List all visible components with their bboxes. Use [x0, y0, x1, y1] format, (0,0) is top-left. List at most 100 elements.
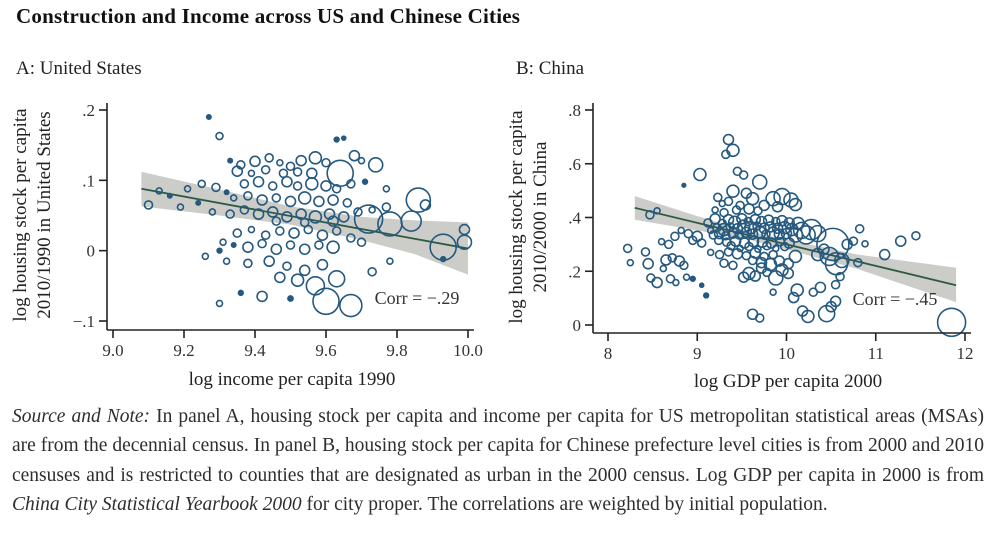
data-point: [769, 288, 777, 297]
data-point: [728, 260, 738, 271]
data-point: [936, 307, 967, 338]
data-point: [316, 229, 329, 241]
x-tick-label: 9.4: [244, 341, 266, 360]
data-point: [295, 154, 307, 167]
data-point: [276, 158, 284, 167]
data-point: [640, 247, 651, 257]
y-tick-label: 0: [87, 242, 96, 261]
data-point: [783, 217, 795, 229]
data-point: [458, 223, 471, 236]
data-point: [712, 192, 723, 203]
data-point: [708, 230, 719, 240]
data-point: [706, 248, 715, 257]
data-point: [651, 276, 663, 289]
data-point: [326, 159, 355, 188]
source-note: Source and Note: In panel A, housing sto…: [12, 402, 984, 519]
data-point: [788, 197, 803, 212]
data-point: [744, 241, 754, 252]
data-point: [308, 151, 323, 165]
data-point: [225, 209, 235, 219]
data-point: [197, 179, 207, 189]
data-point: [719, 207, 729, 218]
data-point: [295, 208, 307, 220]
data-point: [216, 247, 223, 254]
data-point: [762, 214, 775, 226]
data-point: [260, 230, 271, 240]
x-tick-label: 9: [693, 344, 702, 363]
x-tick-label: 8: [604, 344, 613, 363]
data-point: [284, 195, 297, 208]
data-point: [679, 260, 689, 271]
data-point: [727, 215, 742, 230]
data-point: [782, 267, 795, 280]
x-axis-label: log income per capita 1990: [189, 369, 396, 390]
data-point: [642, 257, 654, 270]
data-point: [830, 279, 841, 290]
data-point: [367, 157, 384, 173]
data-point: [321, 157, 331, 168]
data-point: [327, 215, 339, 227]
data-point: [758, 199, 770, 212]
data-point: [665, 273, 676, 284]
data-point: [201, 252, 210, 261]
data-point: [660, 254, 672, 266]
data-point: [333, 136, 340, 143]
y-tick-label: .4: [568, 209, 581, 228]
data-point: [215, 299, 224, 308]
data-point: [776, 214, 788, 227]
data-point: [714, 249, 725, 260]
data-point: [266, 206, 279, 218]
data-point: [368, 206, 376, 214]
data-point: [725, 222, 736, 232]
y-axis-label: 2010/2000 in China: [530, 141, 551, 293]
data-point: [400, 210, 423, 232]
data-point: [227, 157, 234, 164]
data-point: [243, 258, 253, 269]
data-point: [237, 289, 245, 297]
data-point: [340, 135, 347, 141]
data-point: [229, 194, 238, 202]
x-tick-label: 12: [957, 344, 974, 363]
data-point: [247, 225, 256, 234]
panel-b-plot: .8 .6 .4 .2 0 8 9 10 11 12 log GDP per capita 2000…: [506, 101, 974, 392]
data-point: [342, 198, 353, 208]
x-tick-label: 9.8: [386, 341, 407, 360]
data-point: [841, 238, 853, 251]
data-point: [713, 227, 726, 240]
data-point: [271, 193, 282, 203]
data-point: [215, 131, 224, 141]
data-point: [854, 223, 865, 234]
data-point: [353, 204, 384, 234]
data-point: [816, 227, 850, 262]
y-axis-label: 2010/1990 in United States: [34, 111, 55, 318]
data-point: [696, 238, 707, 248]
data-point: [223, 189, 230, 196]
data-point: [835, 271, 845, 282]
data-point: [386, 257, 394, 266]
corr-annotation: Corr = −.29: [375, 288, 460, 308]
data-point: [753, 205, 763, 216]
panel-a-label: A: United States: [16, 58, 142, 79]
data-point: [746, 228, 759, 240]
data-point: [861, 240, 869, 248]
data-point: [339, 293, 363, 318]
data-point: [357, 156, 366, 165]
data-point: [304, 177, 319, 191]
data-point: [767, 270, 784, 286]
data-point: [346, 233, 356, 243]
data-point: [260, 164, 271, 175]
data-point: [166, 192, 173, 199]
data-point: [275, 226, 285, 236]
data-point: [281, 175, 293, 188]
x-axis-label: log GDP per capita 2000: [694, 371, 882, 392]
data-point: [721, 149, 731, 160]
data-point: [282, 261, 292, 271]
data-point: [762, 240, 772, 251]
data-point: [305, 167, 318, 180]
x-tick-label: 10: [778, 344, 795, 363]
data-point: [770, 216, 781, 227]
data-point: [337, 211, 350, 223]
data-point: [657, 237, 666, 246]
data-point: [726, 184, 740, 198]
data-point: [256, 194, 268, 206]
